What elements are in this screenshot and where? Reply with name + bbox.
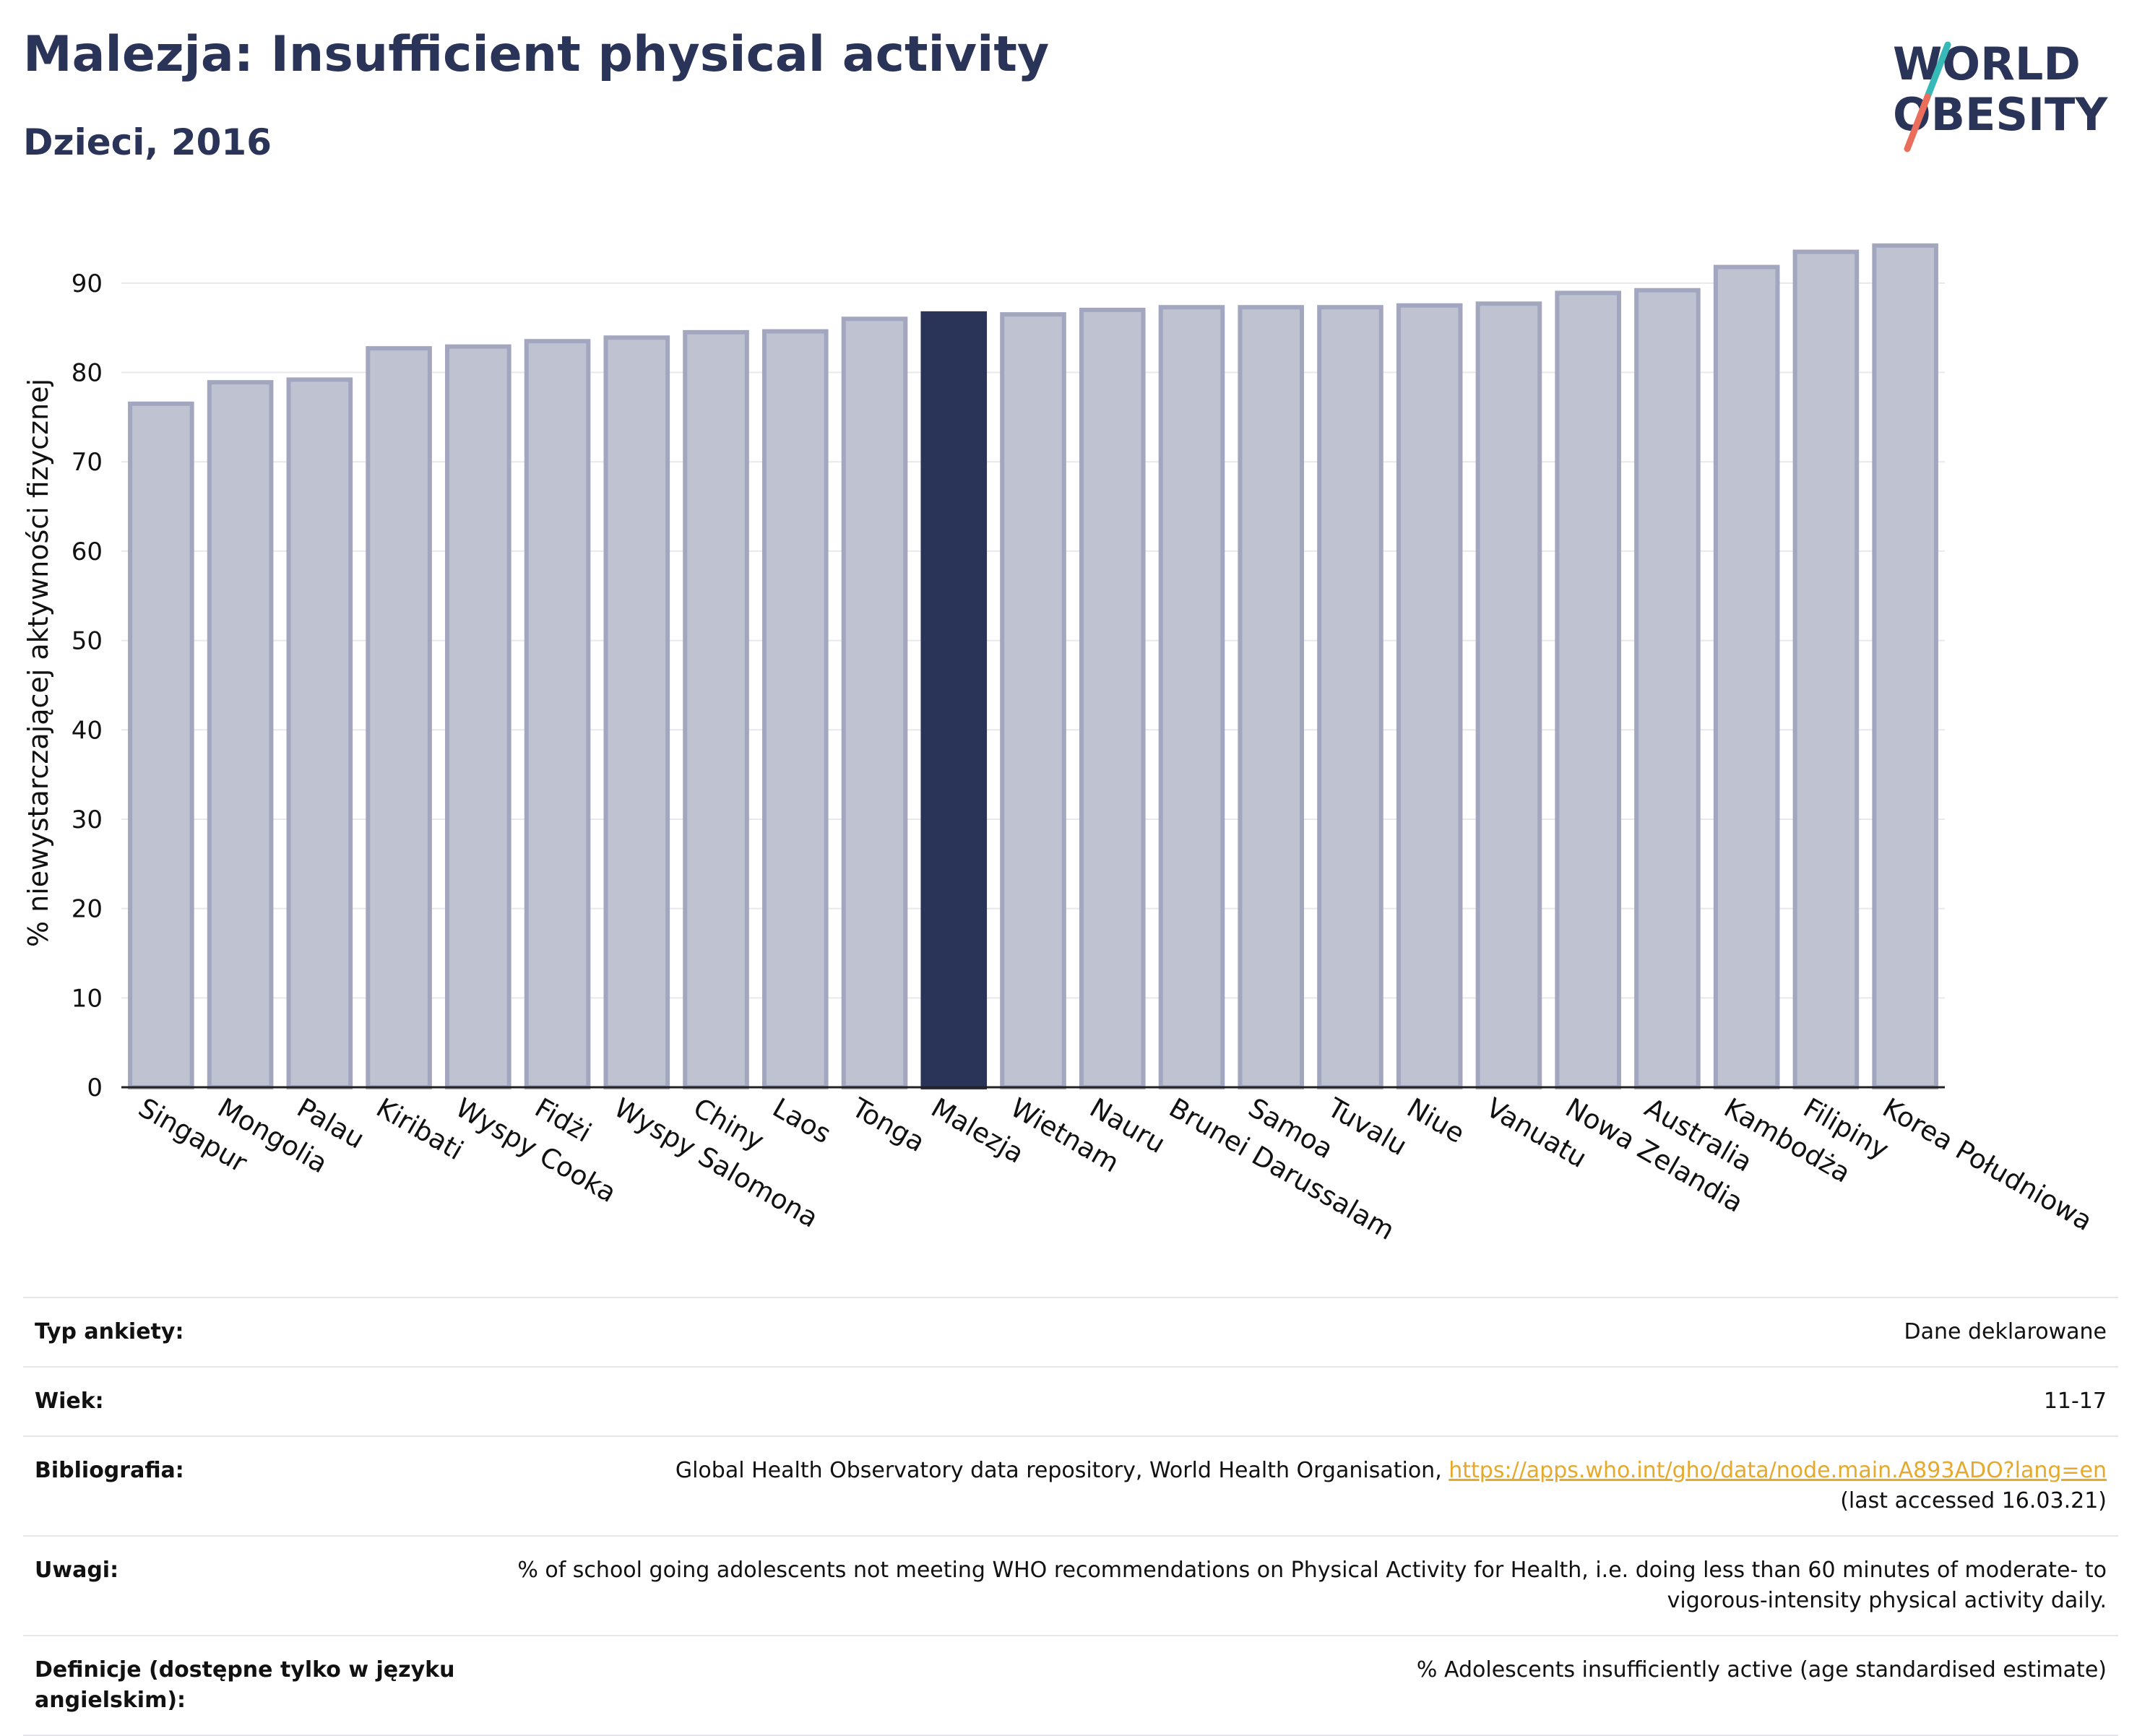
y-tick-label: 10	[72, 984, 103, 1013]
y-tick-label: 20	[72, 895, 103, 924]
details-value: % of school going adolescents not meetin…	[517, 1555, 2107, 1616]
bar	[603, 335, 670, 1090]
details-label: Wiek:	[35, 1389, 104, 1414]
y-tick-label: 80	[72, 359, 103, 388]
bar	[286, 377, 353, 1089]
bar	[1555, 290, 1621, 1089]
logo-slash-teal	[1924, 41, 1951, 100]
details-value-note: (last accessed 16.03.21)	[1840, 1488, 2107, 1513]
bar	[207, 380, 274, 1089]
chart-title: Malezja: Insufficient physical activity	[23, 26, 1050, 83]
y-tick-label: 0	[87, 1074, 103, 1102]
details-row: Typ ankiety: Dane deklarowane	[23, 1297, 2118, 1366]
x-tick-label: Laos	[767, 1092, 836, 1150]
details-row: Bibliografia: Global Health Observatory d…	[23, 1435, 2118, 1535]
x-tick-label: Niue	[1402, 1092, 1469, 1149]
bar-chart: 0102030405060708090SingapurMongoliaPalau…	[22, 243, 2098, 1246]
details-row: Wiek: 11-17	[23, 1366, 2118, 1435]
details-label: Definicje (dostępne tylko w języku angie…	[35, 1657, 455, 1713]
bar	[1713, 264, 1780, 1089]
bar	[1158, 305, 1225, 1090]
bar	[1792, 249, 1860, 1090]
y-axis-label: % niewystarczającej aktywności fizycznej	[22, 379, 54, 947]
y-tick-label: 60	[72, 537, 103, 566]
bar	[841, 316, 908, 1089]
x-tick-label: Kiribati	[371, 1092, 469, 1167]
logo-slash-coral	[1904, 93, 1931, 152]
details-table: Typ ankiety: Dane deklarowane Wiek: 11-17 Bi…	[23, 1297, 2118, 1736]
details-label: Uwagi:	[35, 1558, 119, 1583]
details-value-text: % of school going adolescents not meetin…	[517, 1558, 2107, 1613]
details-value: Global Health Observatory data repositor…	[675, 1456, 2107, 1516]
y-tick-label: 70	[72, 448, 103, 477]
bar	[128, 401, 194, 1089]
details-row: Definicje (dostępne tylko w języku angie…	[23, 1635, 2118, 1736]
y-tick-label: 40	[72, 716, 103, 745]
details-value: 11-17	[2044, 1386, 2107, 1417]
chart-subtitle: Dzieci, 2016	[23, 121, 272, 163]
bar	[445, 344, 511, 1090]
y-tick-label: 30	[72, 806, 103, 834]
details-value-text: Dane deklarowane	[1904, 1319, 2107, 1344]
bar	[366, 346, 432, 1089]
details-row: Uwagi: % of school going adolescents not …	[23, 1535, 2118, 1635]
bar	[1317, 305, 1383, 1090]
details-value: % Adolescents insufficiently active (age…	[1417, 1655, 2107, 1685]
bar	[683, 329, 749, 1089]
bar	[1238, 305, 1305, 1090]
logo-text-world: WORLD	[1893, 38, 2081, 90]
details-value: Dane deklarowane	[1904, 1317, 2107, 1347]
x-tick-label: Korea Południowa	[1878, 1092, 2098, 1238]
bar	[1872, 243, 1938, 1089]
y-tick-label: 50	[72, 627, 103, 656]
details-value-text: % Adolescents insufficiently active (age…	[1416, 1657, 2107, 1683]
bar	[761, 329, 829, 1089]
world-obesity-logo: WORLD OBESITY	[1893, 38, 2108, 152]
bar	[1396, 303, 1463, 1089]
bar	[1000, 312, 1066, 1089]
details-label: Bibliografia:	[35, 1458, 184, 1483]
bar	[920, 311, 988, 1089]
bar	[524, 339, 591, 1090]
x-tick-label: Tonga	[846, 1092, 930, 1158]
bar	[1475, 301, 1542, 1090]
bar	[1634, 288, 1701, 1090]
x-tick-label: Tuvalu	[1322, 1092, 1412, 1162]
details-value-text: 11-17	[2043, 1389, 2107, 1414]
bar	[1079, 307, 1146, 1089]
details-value-text: Global Health Observatory data repositor…	[675, 1458, 1449, 1483]
y-tick-label: 90	[72, 269, 103, 298]
details-label: Typ ankiety:	[35, 1319, 184, 1344]
bibliography-link[interactable]: https://apps.who.int/gho/data/node.main.…	[1449, 1458, 2107, 1483]
